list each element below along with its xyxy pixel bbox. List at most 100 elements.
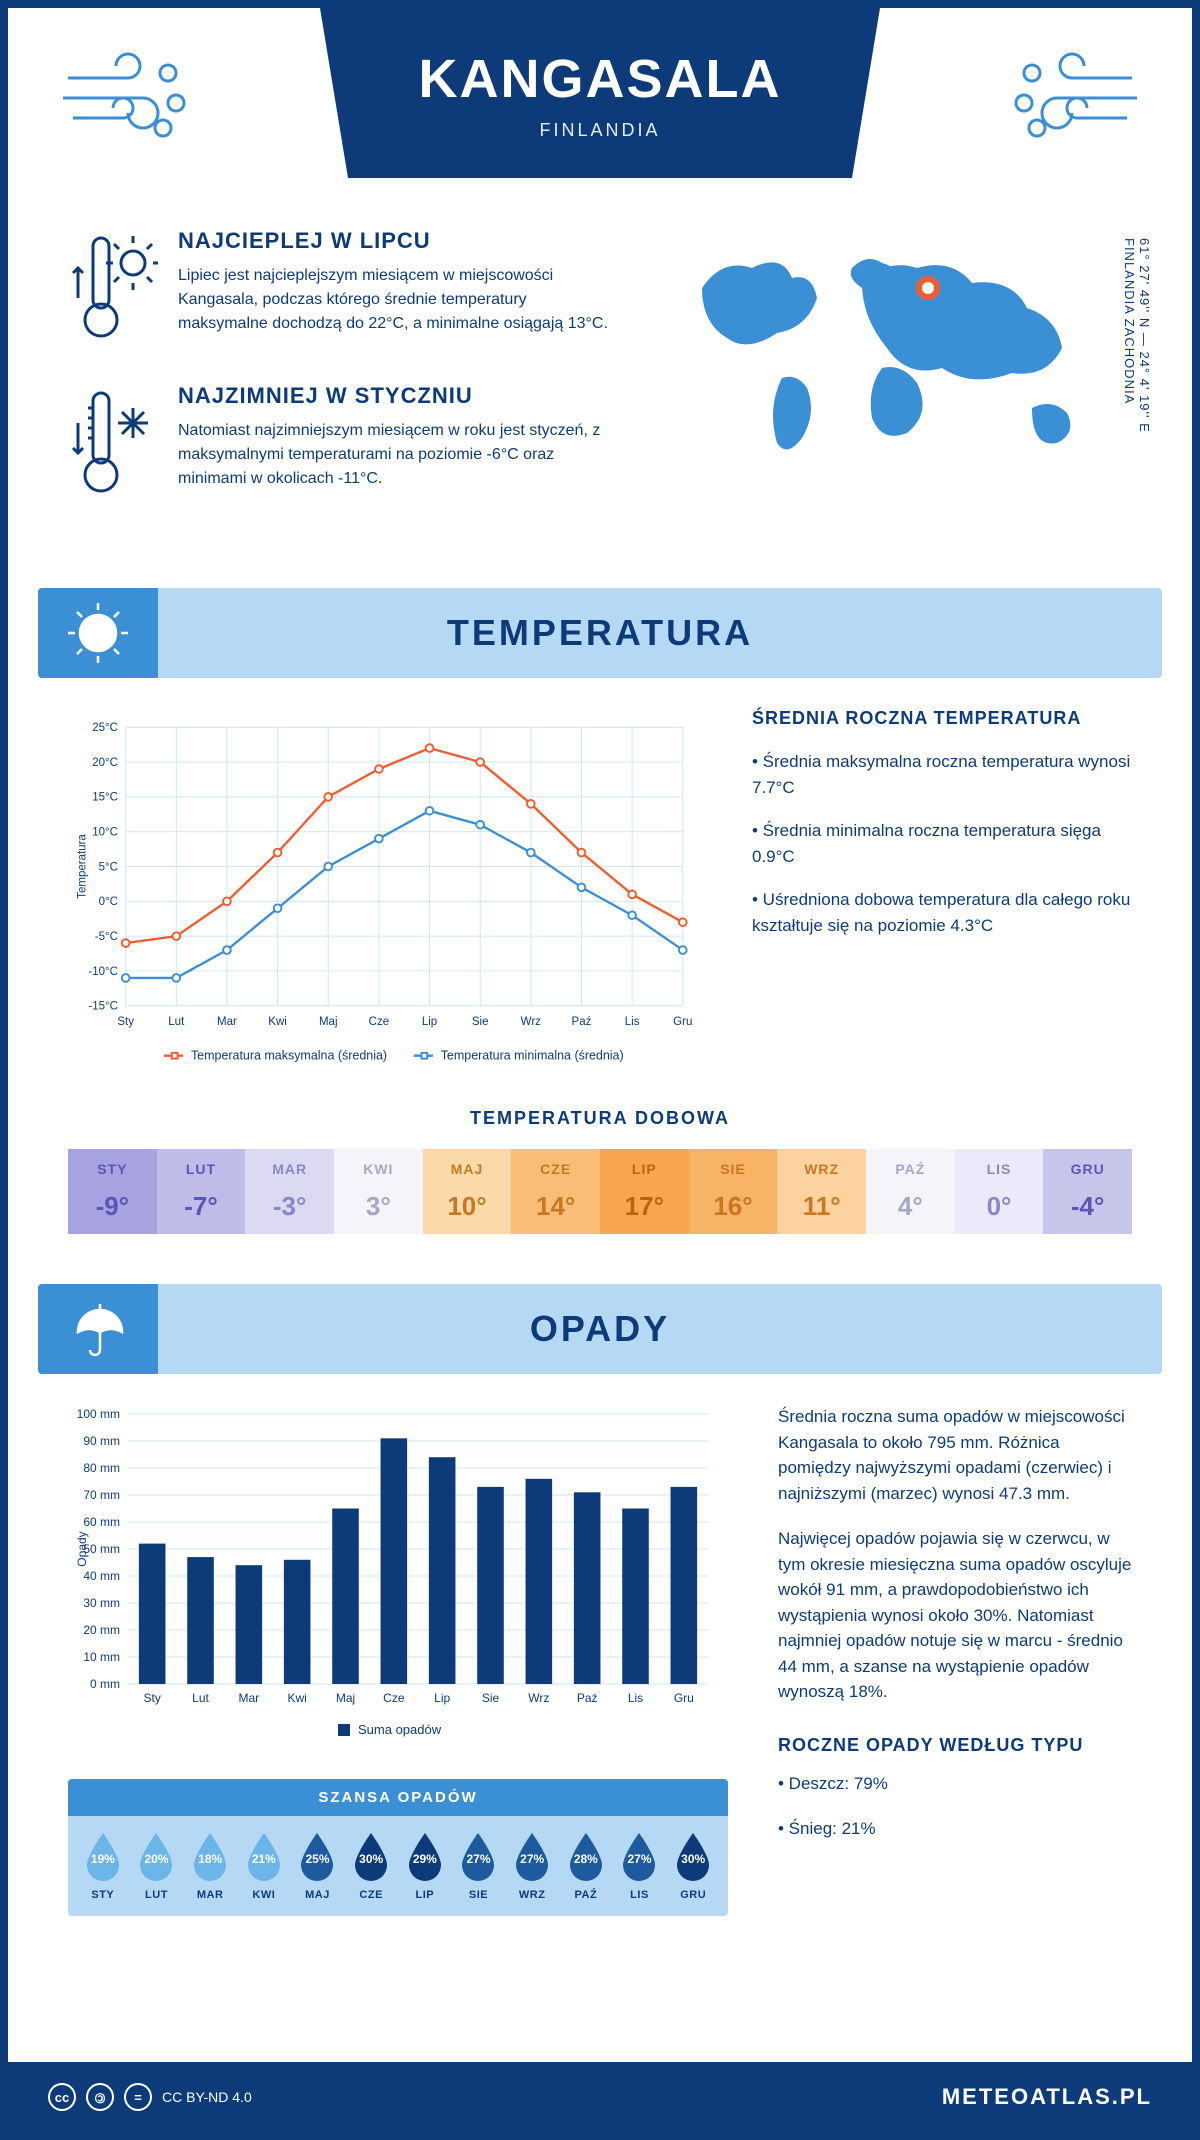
svg-text:70 mm: 70 mm bbox=[83, 1488, 120, 1502]
raindrop-icon: 30% bbox=[351, 1831, 391, 1881]
svg-text:40 mm: 40 mm bbox=[83, 1569, 120, 1583]
precip-type-title: ROCZNE OPADY WEDŁUG TYPU bbox=[778, 1735, 1132, 1756]
city-title: KANGASALA bbox=[320, 48, 880, 110]
map-column: 61° 27' 49'' N — 24° 4' 19'' EFINLANDIA … bbox=[652, 228, 1132, 538]
daily-temp-cell: LIP17° bbox=[600, 1149, 689, 1234]
page: KANGASALA FINLANDIA bbox=[0, 0, 1200, 2140]
daily-temp-cell: KWI3° bbox=[334, 1149, 423, 1234]
svg-text:20 mm: 20 mm bbox=[83, 1623, 120, 1637]
precip-paragraph: Najwięcej opadów pojawia się w czerwcu, … bbox=[778, 1526, 1132, 1705]
temperature-chart: -15°C-10°C-5°C0°C5°C10°C15°C20°C25°CStyL… bbox=[68, 708, 702, 1078]
svg-text:0°C: 0°C bbox=[99, 896, 118, 908]
avg-temp-title: ŚREDNIA ROCZNA TEMPERATURA bbox=[752, 708, 1132, 729]
daily-temp-cell: SIE16° bbox=[689, 1149, 778, 1234]
raindrop-icon: 18% bbox=[190, 1831, 230, 1881]
cc-icon: cc bbox=[48, 2083, 76, 2111]
svg-text:Kwi: Kwi bbox=[287, 1691, 306, 1705]
svg-text:Paź: Paź bbox=[572, 1016, 592, 1028]
thermometer-hot-icon bbox=[68, 228, 158, 353]
chance-cell: 20% LUT bbox=[132, 1831, 182, 1901]
svg-text:Temperatura minimalna (średnia: Temperatura minimalna (średnia) bbox=[441, 1049, 624, 1063]
svg-text:Mar: Mar bbox=[217, 1016, 237, 1028]
svg-text:Kwi: Kwi bbox=[268, 1016, 287, 1028]
daily-temp-cell: STY-9° bbox=[68, 1149, 157, 1234]
raindrop-icon: 27% bbox=[512, 1831, 552, 1881]
svg-text:Temperatura: Temperatura bbox=[76, 834, 88, 899]
wind-icon bbox=[58, 48, 198, 148]
precipitation-title: OPADY bbox=[530, 1308, 670, 1350]
svg-text:15°C: 15°C bbox=[92, 792, 118, 804]
site-name: METEOATLAS.PL bbox=[942, 2084, 1152, 2110]
precip-type-item: • Deszcz: 79% bbox=[778, 1771, 1132, 1797]
coldest-title: NAJZIMNIEJ W STYCZNIU bbox=[178, 383, 612, 409]
svg-text:Suma opadów: Suma opadów bbox=[358, 1722, 442, 1737]
svg-text:Gru: Gru bbox=[673, 1016, 692, 1028]
raindrop-icon: 29% bbox=[405, 1831, 445, 1881]
svg-text:Maj: Maj bbox=[336, 1691, 355, 1705]
daily-temperature-table: TEMPERATURA DOBOWA STY-9° LUT-7° MAR-3° … bbox=[8, 1078, 1192, 1264]
temperature-body: -15°C-10°C-5°C0°C5°C10°C15°C20°C25°CStyL… bbox=[8, 708, 1192, 1078]
chance-cell: 30% GRU bbox=[668, 1831, 718, 1901]
world-map-icon bbox=[652, 228, 1132, 488]
daily-temp-cell: MAR-3° bbox=[245, 1149, 334, 1234]
svg-text:Temperatura maksymalna (średni: Temperatura maksymalna (średnia) bbox=[191, 1049, 387, 1063]
daily-temp-title: TEMPERATURA DOBOWA bbox=[68, 1108, 1132, 1129]
header: KANGASALA FINLANDIA bbox=[8, 8, 1192, 208]
temp-bullet: • Uśredniona dobowa temperatura dla całe… bbox=[752, 887, 1132, 938]
daily-temp-cell: LUT-7° bbox=[157, 1149, 246, 1234]
svg-text:Wrz: Wrz bbox=[521, 1016, 541, 1028]
svg-text:30 mm: 30 mm bbox=[83, 1596, 120, 1610]
svg-text:Maj: Maj bbox=[319, 1016, 338, 1028]
raindrop-icon: 27% bbox=[458, 1831, 498, 1881]
svg-text:Sty: Sty bbox=[117, 1016, 134, 1028]
coordinates-label: 61° 27' 49'' N — 24° 4' 19'' EFINLANDIA … bbox=[1122, 238, 1152, 433]
svg-text:20°C: 20°C bbox=[92, 757, 118, 769]
footer: cc 🄯 = CC BY-ND 4.0 METEOATLAS.PL bbox=[8, 2062, 1192, 2132]
daily-temp-cell: MAJ10° bbox=[423, 1149, 512, 1234]
thermometer-cold-icon bbox=[68, 383, 158, 508]
svg-text:-5°C: -5°C bbox=[95, 931, 118, 943]
raindrop-icon: 30% bbox=[673, 1831, 713, 1881]
wind-icon bbox=[1002, 48, 1142, 148]
svg-text:Mar: Mar bbox=[238, 1691, 259, 1705]
precipitation-section-header: OPADY bbox=[38, 1284, 1162, 1374]
temperature-info: ŚREDNIA ROCZNA TEMPERATURA • Średnia mak… bbox=[752, 708, 1132, 1078]
raindrop-icon: 28% bbox=[566, 1831, 606, 1881]
temp-bullet: • Średnia minimalna roczna temperatura s… bbox=[752, 818, 1132, 869]
svg-text:-10°C: -10°C bbox=[88, 966, 118, 978]
chance-cell: 28% PAŹ bbox=[561, 1831, 611, 1901]
chance-cell: 25% MAJ bbox=[293, 1831, 343, 1901]
warmest-title: NAJCIEPLEJ W LIPCU bbox=[178, 228, 612, 254]
precip-paragraph: Średnia roczna suma opadów w miejscowośc… bbox=[778, 1404, 1132, 1506]
license-block: cc 🄯 = CC BY-ND 4.0 bbox=[48, 2083, 252, 2111]
chance-cell: 18% MAR bbox=[185, 1831, 235, 1901]
svg-text:Opady: Opady bbox=[75, 1531, 89, 1566]
chance-cell: 30% CZE bbox=[346, 1831, 396, 1901]
umbrella-icon bbox=[38, 1284, 158, 1374]
warmest-block: NAJCIEPLEJ W LIPCU Lipiec jest najcieple… bbox=[68, 228, 612, 353]
raindrop-icon: 21% bbox=[244, 1831, 284, 1881]
svg-text:Cze: Cze bbox=[383, 1691, 405, 1705]
precipitation-info: Średnia roczna suma opadów w miejscowośc… bbox=[778, 1404, 1132, 1916]
precipitation-chart: 0 mm10 mm20 mm30 mm40 mm50 mm60 mm70 mm8… bbox=[68, 1404, 728, 1916]
intro-text-column: NAJCIEPLEJ W LIPCU Lipiec jest najcieple… bbox=[68, 228, 612, 538]
svg-text:Sty: Sty bbox=[143, 1691, 160, 1705]
chance-cell: 27% WRZ bbox=[507, 1831, 557, 1901]
raindrop-icon: 20% bbox=[136, 1831, 176, 1881]
svg-text:Lip: Lip bbox=[422, 1016, 437, 1028]
nd-icon: = bbox=[124, 2083, 152, 2111]
precipitation-chance-box: SZANSA OPADÓW 19% STY 20% LUT 18% MAR 21… bbox=[68, 1779, 728, 1916]
svg-text:80 mm: 80 mm bbox=[83, 1461, 120, 1475]
svg-text:10 mm: 10 mm bbox=[83, 1650, 120, 1664]
precipitation-body: 0 mm10 mm20 mm30 mm40 mm50 mm60 mm70 mm8… bbox=[8, 1404, 1192, 1916]
svg-text:0 mm: 0 mm bbox=[90, 1677, 120, 1691]
sun-icon bbox=[38, 588, 158, 678]
svg-text:90 mm: 90 mm bbox=[83, 1434, 120, 1448]
precip-type-item: • Śnieg: 21% bbox=[778, 1816, 1132, 1842]
svg-text:Sie: Sie bbox=[472, 1016, 489, 1028]
chance-cell: 27% LIS bbox=[615, 1831, 665, 1901]
svg-text:60 mm: 60 mm bbox=[83, 1515, 120, 1529]
raindrop-icon: 25% bbox=[297, 1831, 337, 1881]
raindrop-icon: 27% bbox=[619, 1831, 659, 1881]
chance-cell: 21% KWI bbox=[239, 1831, 289, 1901]
